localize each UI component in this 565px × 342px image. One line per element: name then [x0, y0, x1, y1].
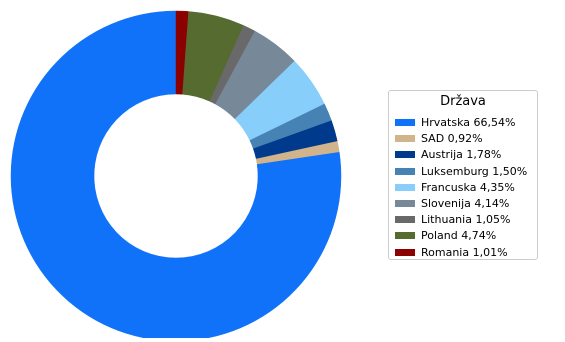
legend-swatch-5	[395, 200, 415, 207]
legend-label-1: SAD 0,92%	[421, 132, 483, 146]
legend-label-4: Francuska 4,35%	[421, 180, 515, 194]
legend-item-0: Hrvatska 66,54%	[395, 115, 535, 131]
legend-item-6: Lithuania 1,05%	[395, 212, 535, 228]
legend-swatch-0	[395, 119, 415, 126]
pie-slice-8	[175, 10, 189, 95]
legend-item-2: Austrija 1,78%	[395, 147, 535, 163]
legend-title: Država	[440, 94, 486, 109]
pie-slice-0	[10, 10, 342, 342]
legend-item-7: Poland 4,74%	[395, 228, 535, 244]
legend: Država Hrvatska 66,54% SAD 0,92% Austrija …	[388, 90, 538, 260]
legend-label-0: Hrvatska 66,54%	[421, 116, 516, 129]
legend-swatch-2	[395, 151, 415, 159]
legend-item-5: Slovenija 4,14%	[395, 196, 535, 212]
legend-swatch-8	[395, 248, 415, 256]
legend-item-1: SAD 0,92%	[395, 131, 535, 147]
legend-item-3: Luksemburg 1,50%	[395, 164, 535, 180]
legend-label-6: Lithuania 1,05%	[421, 213, 511, 227]
legend-swatch-3	[395, 167, 415, 175]
legend-label-5: Slovenija 4,14%	[421, 197, 510, 210]
legend-swatch-6	[395, 216, 415, 224]
legend-item-8: Romania 1,01%	[395, 245, 535, 261]
legend-label-8: Romania 1,01%	[421, 245, 508, 259]
legend-label-3: Luksemburg 1,50%	[421, 164, 528, 178]
legend-label-7: Poland 4,74%	[421, 229, 497, 243]
legend-swatch-7	[395, 232, 415, 240]
legend-item-4: Francuska 4,35%	[395, 180, 535, 196]
legend-label-2: Austrija 1,78%	[421, 148, 502, 162]
legend-swatch-1	[395, 135, 415, 143]
legend-swatch-4	[395, 183, 415, 191]
